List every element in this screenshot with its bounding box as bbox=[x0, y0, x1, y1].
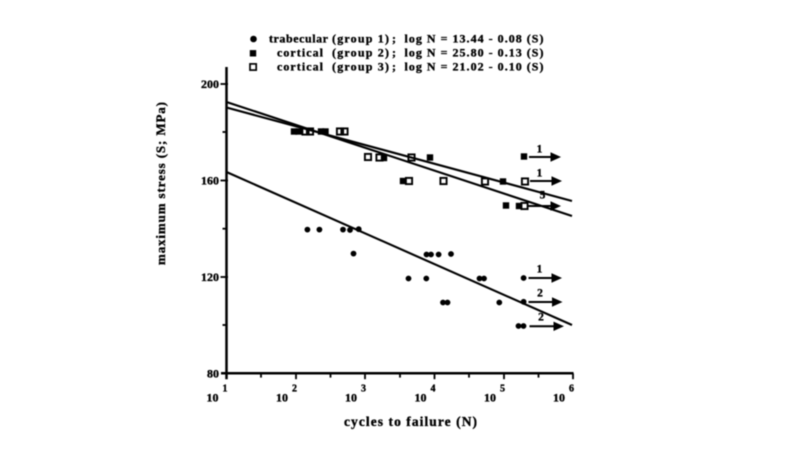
svg-text:6: 6 bbox=[569, 384, 574, 395]
svg-text:maximum stress (S; MPa): maximum stress (S; MPa) bbox=[153, 102, 168, 265]
svg-text:10: 10 bbox=[207, 391, 219, 405]
svg-text:200: 200 bbox=[201, 77, 219, 91]
svg-text:(group 3): (group 3) bbox=[332, 59, 389, 73]
svg-text:160: 160 bbox=[201, 173, 219, 187]
svg-text:10: 10 bbox=[484, 391, 496, 405]
svg-text:120: 120 bbox=[201, 270, 219, 284]
svg-text:cortical: cortical bbox=[277, 59, 324, 73]
svg-text:10: 10 bbox=[276, 391, 288, 405]
svg-text:log N = 21.02 - 0.10 (S): log N = 21.02 - 0.10 (S) bbox=[405, 59, 544, 73]
svg-text:;: ; bbox=[392, 45, 396, 59]
svg-text:4: 4 bbox=[431, 384, 436, 395]
svg-text:1: 1 bbox=[223, 384, 228, 395]
svg-text:80: 80 bbox=[207, 366, 219, 380]
svg-text:trabecular: trabecular bbox=[269, 32, 329, 46]
svg-text:10: 10 bbox=[553, 391, 565, 405]
svg-text:10: 10 bbox=[415, 391, 427, 405]
svg-text:log N = 25.80 - 0.13 (S): log N = 25.80 - 0.13 (S) bbox=[405, 45, 544, 59]
svg-text:3: 3 bbox=[361, 384, 366, 395]
svg-text:5: 5 bbox=[500, 384, 505, 395]
svg-text:log N = 13.44 - 0.08 (S): log N = 13.44 - 0.08 (S) bbox=[405, 32, 544, 46]
svg-text:cortical: cortical bbox=[277, 45, 324, 59]
svg-text:;: ; bbox=[392, 32, 396, 46]
svg-text:10: 10 bbox=[345, 391, 357, 405]
svg-text:1: 1 bbox=[537, 168, 543, 180]
svg-text:cycles to failure (N): cycles to failure (N) bbox=[344, 414, 477, 429]
svg-text:5: 5 bbox=[540, 190, 546, 202]
svg-text:2: 2 bbox=[538, 312, 544, 324]
svg-text:(group 2): (group 2) bbox=[332, 45, 389, 59]
svg-text:2: 2 bbox=[292, 384, 297, 395]
svg-text:;: ; bbox=[392, 59, 396, 73]
svg-text:1: 1 bbox=[537, 144, 543, 156]
svg-text:1: 1 bbox=[537, 264, 543, 276]
svg-text:2: 2 bbox=[537, 288, 543, 300]
svg-text:(group 1): (group 1) bbox=[332, 32, 389, 46]
